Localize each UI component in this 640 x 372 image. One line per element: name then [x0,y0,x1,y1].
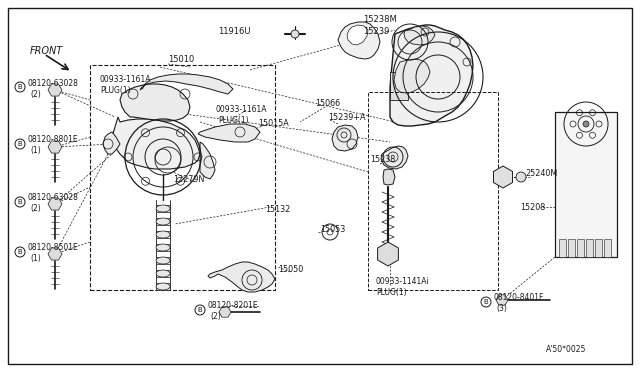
Bar [156,257,170,264]
Text: (1): (1) [30,254,41,263]
Text: 00933-1141Ai: 00933-1141Ai [376,278,429,286]
Polygon shape [112,117,200,169]
Text: 08120-8401F: 08120-8401F [493,294,543,302]
Polygon shape [103,132,120,154]
Text: 08120-8501E: 08120-8501E [27,244,77,253]
Text: 12279N: 12279N [173,176,204,185]
Circle shape [481,297,491,307]
Polygon shape [378,242,398,266]
Circle shape [15,247,25,257]
Circle shape [195,305,205,315]
Text: 15208: 15208 [520,202,545,212]
Text: B: B [18,141,22,147]
Bar [568,239,575,257]
Ellipse shape [156,205,170,212]
Polygon shape [383,169,395,185]
Text: (2): (2) [30,205,41,214]
Polygon shape [381,146,408,169]
Text: 08120-8201E: 08120-8201E [207,301,258,311]
Text: 15015A: 15015A [258,119,289,128]
Polygon shape [332,125,358,151]
Polygon shape [200,142,215,179]
Circle shape [583,121,589,127]
Polygon shape [208,262,275,292]
Ellipse shape [156,283,170,290]
Polygon shape [394,59,430,93]
Text: 15132: 15132 [265,205,291,215]
Text: B: B [198,307,202,313]
Text: B: B [18,84,22,90]
Circle shape [516,172,526,182]
Text: 08120-63028: 08120-63028 [27,78,78,87]
Bar [559,239,566,257]
Ellipse shape [156,270,170,277]
Text: PLUG(1): PLUG(1) [100,87,131,96]
Polygon shape [48,248,62,260]
Polygon shape [390,25,473,126]
Text: 15053: 15053 [320,224,345,234]
Polygon shape [219,307,231,317]
Bar [390,72,408,100]
Text: 11916U: 11916U [218,28,250,36]
Text: 15066: 15066 [315,99,340,109]
Polygon shape [48,141,62,153]
Text: 08120-8801E: 08120-8801E [27,135,77,144]
Circle shape [15,197,25,207]
Text: 00933-1161A: 00933-1161A [216,106,268,115]
Polygon shape [338,22,380,59]
Text: 08120-63028: 08120-63028 [27,193,78,202]
Text: B: B [18,249,22,255]
Ellipse shape [156,231,170,238]
Text: 15238M: 15238M [363,16,397,25]
Polygon shape [496,295,508,305]
Bar [156,244,170,251]
Bar [156,218,170,225]
Text: (1): (1) [30,147,41,155]
Bar [595,239,602,257]
Text: 15238: 15238 [370,155,396,164]
Circle shape [15,139,25,149]
Text: 15050: 15050 [278,266,303,275]
Text: 00933-1161A: 00933-1161A [100,76,152,84]
Text: FRONT: FRONT [30,46,63,56]
Text: (2): (2) [210,312,221,321]
Ellipse shape [156,257,170,264]
Bar [156,231,170,238]
Bar [368,92,498,290]
Text: B: B [18,199,22,205]
Bar [555,112,617,257]
Ellipse shape [156,244,170,251]
Circle shape [322,224,338,240]
Circle shape [15,82,25,92]
Polygon shape [120,84,190,121]
Text: (3): (3) [496,305,507,314]
Bar [577,239,584,257]
Polygon shape [404,26,435,45]
Bar [90,65,275,290]
Text: (2): (2) [30,90,41,99]
Text: 15239: 15239 [363,28,389,36]
Polygon shape [48,84,62,96]
Text: 15239+A: 15239+A [328,112,365,122]
Polygon shape [347,25,368,45]
Text: PLUG(1): PLUG(1) [218,116,248,125]
Circle shape [291,30,299,38]
Bar [156,270,170,277]
Polygon shape [140,74,233,94]
Polygon shape [493,166,513,188]
Text: A'50*0025: A'50*0025 [546,346,586,355]
Text: 25240M: 25240M [525,170,557,179]
Bar [156,205,170,212]
Text: B: B [484,299,488,305]
Polygon shape [198,124,260,142]
Text: 15010: 15010 [168,55,195,64]
Polygon shape [48,198,62,210]
Text: PLUG(1): PLUG(1) [376,289,406,298]
Bar [586,239,593,257]
Bar [156,283,170,290]
Bar [604,239,611,257]
Ellipse shape [156,218,170,225]
